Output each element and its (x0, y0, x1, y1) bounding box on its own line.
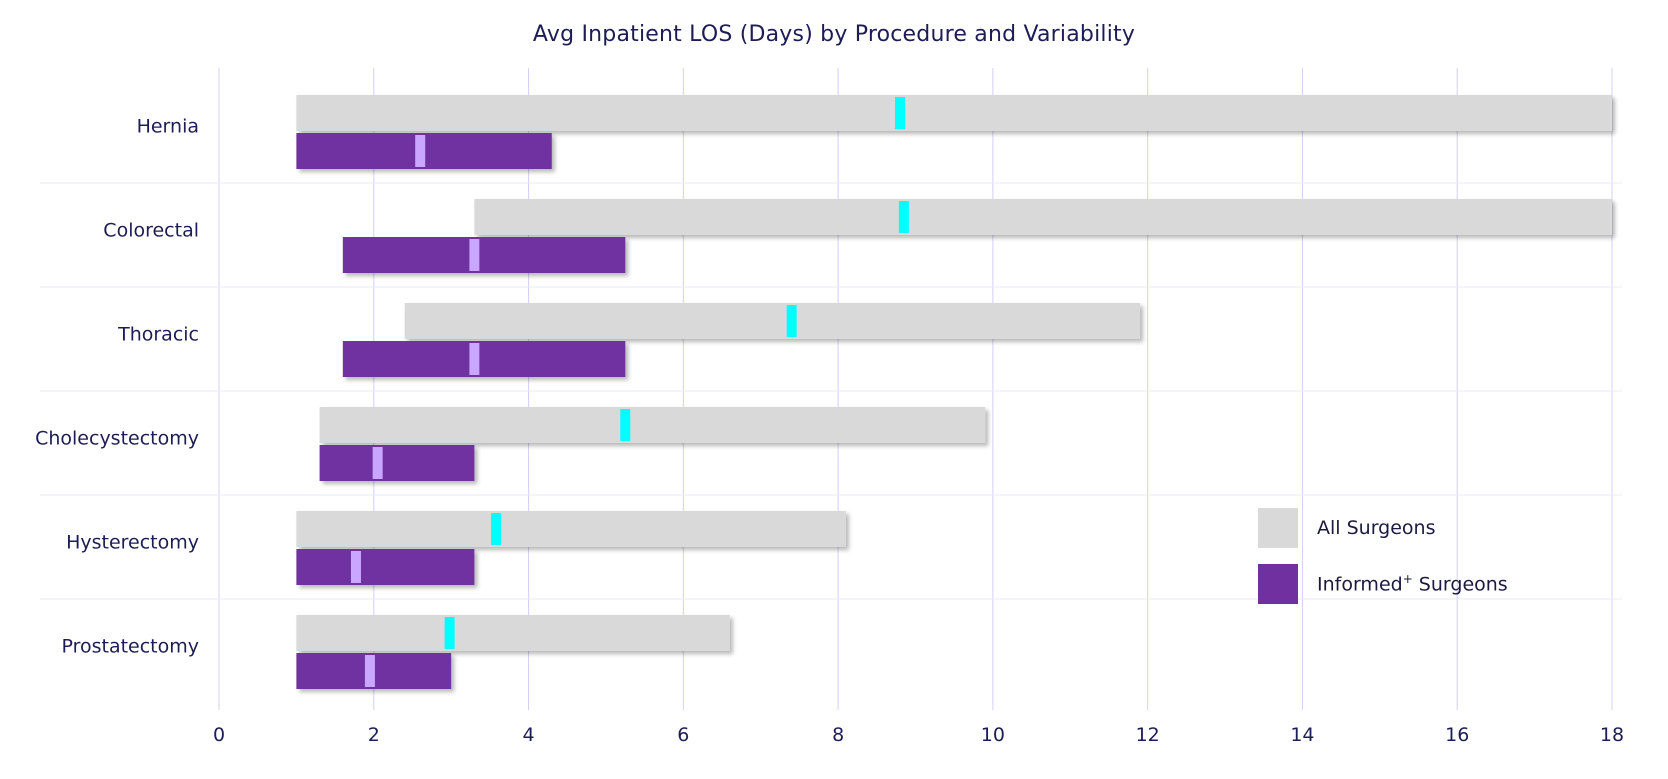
range-bar-all-surgeons-cholecystectomy (319, 407, 986, 443)
x-tick-label-18: 18 (1600, 724, 1624, 746)
legend-label-all-surgeons: All Surgeons (1317, 517, 1436, 539)
x-tick-label-0: 0 (213, 724, 225, 746)
category-label-colorectal: Colorectal (103, 220, 199, 242)
legend-swatch-all-surgeons (1258, 508, 1298, 548)
median-marker-informed-surgeons-prostatectomy (364, 655, 375, 687)
median-marker-informed-surgeons-hernia (415, 135, 426, 167)
range-bar-all-surgeons-hernia (296, 95, 1612, 131)
median-marker-all-surgeons-cholecystectomy (620, 409, 631, 441)
x-tick-label-16: 16 (1445, 724, 1469, 746)
x-tick-label-8: 8 (832, 724, 844, 746)
category-label-hernia: Hernia (137, 116, 199, 138)
legend-label-informed-surgeons: Informed+ Surgeons (1317, 572, 1508, 596)
range-bar-informed-surgeons-thoracic (342, 341, 626, 377)
legend-item-all-surgeons: All Surgeons (1258, 508, 1508, 548)
range-bar-all-surgeons-thoracic (404, 303, 1140, 339)
median-marker-all-surgeons-hysterectomy (491, 513, 502, 545)
x-tick-label-14: 14 (1290, 724, 1314, 746)
range-bar-informed-surgeons-colorectal (342, 237, 626, 273)
x-tick-label-6: 6 (677, 724, 689, 746)
range-bar-all-surgeons-hysterectomy (296, 511, 846, 547)
category-labels: Hernia Colorectal Thoracic Cholecystectomy H… (35, 116, 199, 658)
legend-swatch-informed-surgeons (1258, 564, 1298, 604)
category-label-cholecystectomy: Cholecystectomy (35, 428, 199, 450)
bars-layer (296, 95, 1613, 689)
median-marker-informed-surgeons-hysterectomy (350, 551, 361, 583)
median-marker-informed-surgeons-cholecystectomy (372, 447, 383, 479)
range-bar-informed-surgeons-hysterectomy (296, 549, 475, 585)
range-bar-all-surgeons-colorectal (474, 199, 1613, 235)
row-separators (40, 182, 1622, 600)
x-tick-label-2: 2 (368, 724, 380, 746)
range-bar-all-surgeons-prostatectomy (296, 615, 730, 651)
x-tick-label-12: 12 (1136, 724, 1160, 746)
median-marker-all-surgeons-colorectal (898, 201, 909, 233)
legend-item-informed-surgeons: Informed+ Surgeons (1258, 564, 1508, 604)
legend: All Surgeons Informed+ Surgeons (1258, 508, 1508, 620)
category-label-thoracic: Thoracic (117, 324, 199, 346)
x-tick-label-10: 10 (981, 724, 1005, 746)
range-bar-informed-surgeons-cholecystectomy (319, 445, 475, 481)
gridlines (218, 68, 1613, 710)
median-marker-all-surgeons-prostatectomy (444, 617, 455, 649)
median-marker-informed-surgeons-colorectal (469, 239, 480, 271)
median-marker-informed-surgeons-thoracic (469, 343, 480, 375)
median-marker-all-surgeons-hernia (895, 97, 906, 129)
x-axis-ticks: 0 2 4 6 8 10 12 14 16 18 (213, 724, 1624, 746)
x-tick-label-4: 4 (523, 724, 535, 746)
chart-title: Avg Inpatient LOS (Days) by Procedure an… (532, 22, 1136, 47)
median-marker-all-surgeons-thoracic (786, 305, 797, 337)
category-label-prostatectomy: Prostatectomy (61, 636, 199, 658)
category-label-hysterectomy: Hysterectomy (66, 532, 199, 554)
